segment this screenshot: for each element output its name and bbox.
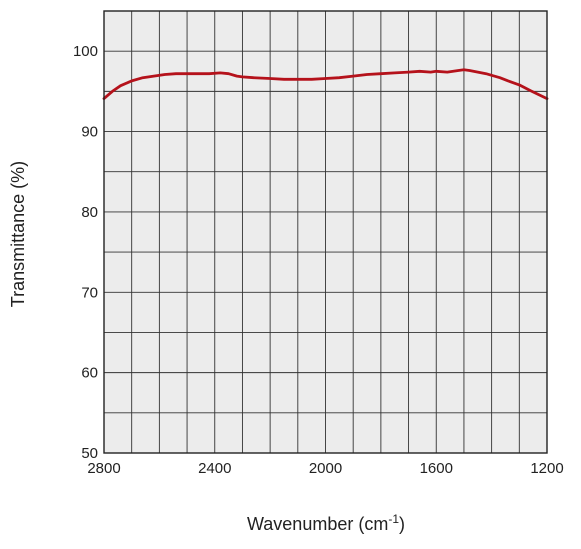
transmittance-series-line bbox=[102, 68, 549, 100]
y-tick-label: 90 bbox=[81, 124, 98, 141]
x-tick-label: 1600 bbox=[420, 460, 453, 477]
tick-labels: 2800 2400 2000 1600 1200 50 60 70 80 90 100 bbox=[73, 43, 564, 477]
series-layer bbox=[102, 68, 549, 100]
x-tick-label: 1200 bbox=[530, 460, 563, 477]
x-tick-label: 2000 bbox=[309, 460, 342, 477]
x-tick-label: 2400 bbox=[198, 460, 231, 477]
y-tick-label: 70 bbox=[81, 284, 98, 301]
y-tick-label: 50 bbox=[81, 445, 98, 462]
x-tick-label: 2800 bbox=[87, 460, 120, 477]
y-tick-label: 60 bbox=[81, 365, 98, 382]
x-axis-title-tail: ) bbox=[399, 514, 405, 534]
x-axis-title: Wavenumber (cm-1) bbox=[247, 512, 405, 534]
y-tick-label: 80 bbox=[81, 204, 98, 221]
x-axis-title-superscript: -1 bbox=[388, 512, 399, 526]
x-axis-title-main: Wavenumber (cm bbox=[247, 514, 388, 534]
plot-frame bbox=[103, 10, 548, 454]
y-tick-label: 100 bbox=[73, 43, 98, 60]
y-axis-title: Transmittance (%) bbox=[8, 161, 28, 307]
